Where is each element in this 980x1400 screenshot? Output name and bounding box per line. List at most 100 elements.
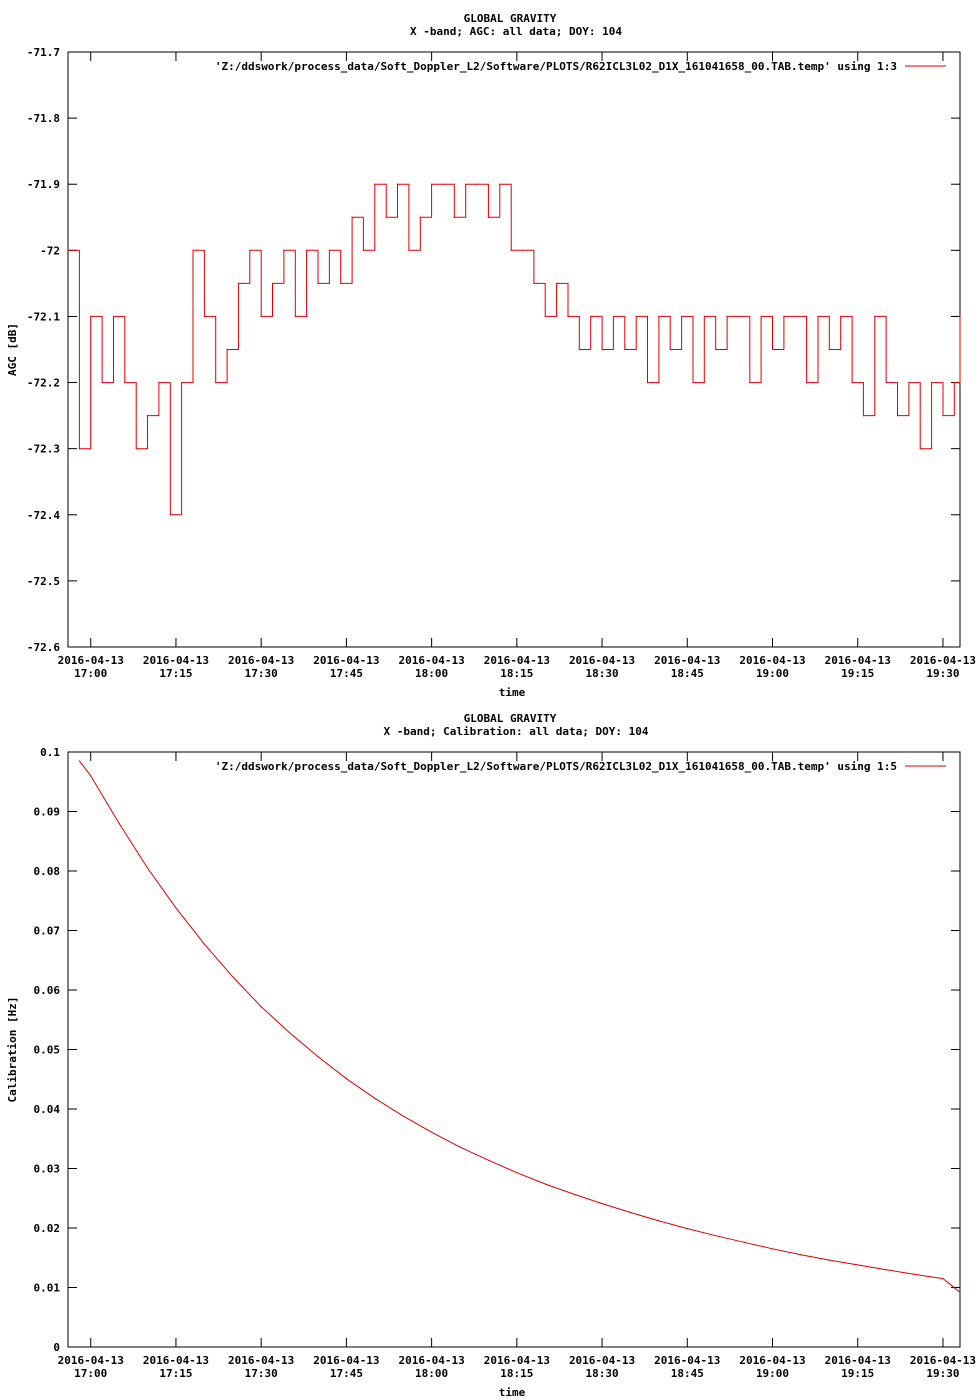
data-point <box>317 282 319 284</box>
data-point <box>800 1254 802 1256</box>
x-tick-time: 17:30 <box>245 667 278 680</box>
x-tick-date: 2016-04-13 <box>910 654 976 667</box>
data-point <box>283 249 285 251</box>
x-tick-date: 2016-04-13 <box>58 1354 124 1367</box>
data-point <box>453 216 455 218</box>
x-tick-time: 19:15 <box>841 667 874 680</box>
data-point <box>442 183 444 185</box>
x-tick-date: 2016-04-13 <box>228 654 294 667</box>
data-point <box>175 907 177 909</box>
x-tick-time: 19:30 <box>926 1367 959 1380</box>
data-point <box>771 348 774 351</box>
data-point <box>124 381 126 384</box>
y-tick-label: -72.4 <box>27 509 60 522</box>
data-point <box>556 282 558 284</box>
data-point <box>362 249 365 251</box>
data-point <box>232 976 234 978</box>
data-point <box>487 1159 490 1161</box>
data-point <box>78 760 80 762</box>
data-point <box>533 282 535 284</box>
y-tick-label: 0.06 <box>34 984 61 997</box>
data-point <box>857 1264 859 1266</box>
x-tick-time: 18:30 <box>586 667 619 680</box>
x-tick-date: 2016-04-13 <box>143 1354 209 1367</box>
data-point <box>760 315 762 318</box>
data-point <box>658 1220 660 1222</box>
y-tick-label: -72.6 <box>27 641 60 654</box>
data-point <box>101 381 103 384</box>
x-tick-time: 17:00 <box>74 667 107 680</box>
x-tick-time: 19:00 <box>756 667 789 680</box>
data-point <box>862 415 865 417</box>
y-tick-label: 0.1 <box>40 746 60 759</box>
x-tick-time: 17:15 <box>159 1367 192 1380</box>
plot-frame <box>67 751 961 1348</box>
data-point <box>573 1193 575 1195</box>
data-point <box>953 381 955 384</box>
data-point <box>340 282 342 284</box>
y-tick-label: 0.03 <box>34 1163 61 1176</box>
y-tick-label: 0.01 <box>34 1282 61 1295</box>
data-point <box>703 315 705 318</box>
x-tick-date: 2016-04-13 <box>313 1354 379 1367</box>
x-tick-date: 2016-04-13 <box>739 654 805 667</box>
y-tick-label: 0.08 <box>34 865 61 878</box>
y-tick-label: -72.1 <box>27 310 60 323</box>
y-tick-label: -72.3 <box>27 443 60 456</box>
y-tick-label: 0.09 <box>34 806 61 819</box>
data-point <box>885 1269 887 1271</box>
data-point <box>306 249 308 251</box>
data-point <box>715 1235 717 1237</box>
data-point <box>203 943 205 945</box>
x-tick-time: 18:00 <box>415 1367 448 1380</box>
x-tick-date: 2016-04-13 <box>58 654 124 667</box>
data-point <box>90 315 92 318</box>
x-tick-date: 2016-04-13 <box>484 1354 550 1367</box>
y-tick-label: 0.02 <box>34 1222 61 1235</box>
x-tick-time: 17:45 <box>330 1367 363 1380</box>
data-point <box>288 1032 291 1034</box>
data-point <box>942 415 944 417</box>
data-point <box>567 315 569 318</box>
data-point <box>601 1203 603 1205</box>
chart-title: GLOBAL GRAVITY <box>464 12 557 25</box>
data-point <box>794 315 796 318</box>
data-point <box>419 216 421 218</box>
x-tick-date: 2016-04-13 <box>399 654 465 667</box>
x-tick-date: 2016-04-13 <box>654 1354 720 1367</box>
data-point <box>135 448 137 450</box>
x-tick-time: 17:15 <box>159 667 192 680</box>
y-tick-label: -72.2 <box>27 377 60 390</box>
x-tick-date: 2016-04-13 <box>399 1354 465 1367</box>
x-tick-date: 2016-04-13 <box>569 1354 635 1367</box>
y-tick-label: -72.5 <box>27 575 60 588</box>
data-point <box>805 381 808 384</box>
data-point <box>317 1056 319 1058</box>
x-tick-time: 18:00 <box>415 667 448 680</box>
data-point <box>487 216 490 218</box>
x-tick-date: 2016-04-13 <box>739 1354 805 1367</box>
y-tick-label: -72 <box>40 244 60 257</box>
x-tick-date: 2016-04-13 <box>654 654 720 667</box>
data-point <box>385 216 387 218</box>
x-tick-time: 19:00 <box>756 1367 789 1380</box>
y-tick-label: 0.04 <box>34 1103 61 1116</box>
data-point <box>646 381 649 384</box>
data-point <box>249 249 251 251</box>
data-point <box>828 1259 830 1261</box>
data-point <box>78 448 80 450</box>
data-point <box>499 183 501 185</box>
data-point <box>930 381 933 384</box>
data-point <box>578 348 580 351</box>
data-point <box>67 249 69 251</box>
x-tick-time: 19:15 <box>841 1367 874 1380</box>
x-tick-time: 17:30 <box>245 1367 278 1380</box>
data-point <box>476 183 478 185</box>
chart-subtitle: X -band; Calibration: all data; DOY: 104 <box>384 725 649 738</box>
data-point <box>828 348 830 351</box>
data-point <box>226 348 228 351</box>
data-point <box>351 216 353 218</box>
data-point <box>686 1227 688 1230</box>
